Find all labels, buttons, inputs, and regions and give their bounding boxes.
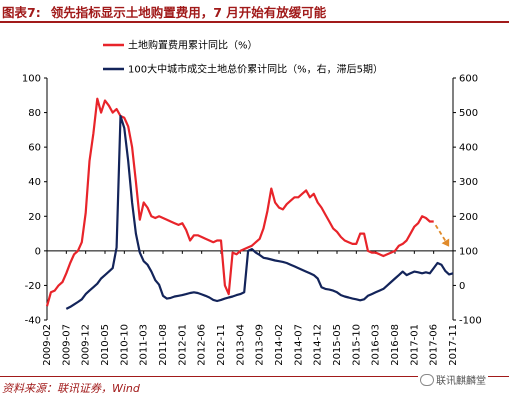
- title-bar: 图表7: 领先指标显示土地购置费用，7 月开始有放缓可能: [0, 0, 509, 22]
- x-tick-label: 2012-01: [177, 324, 188, 366]
- series-line-land-purchase-cost: [45, 97, 434, 307]
- source-note: 资料来源：联讯证券，Wind: [2, 382, 140, 395]
- x-tick-label: 2014-07: [293, 324, 304, 366]
- title-underline: [0, 21, 509, 23]
- x-tick-label: 2009-12: [81, 324, 92, 366]
- left-tick-label: 60: [28, 143, 41, 154]
- trend-arrow-head: [441, 238, 450, 247]
- right-tick-label: 300: [459, 177, 478, 188]
- right-tick-label: 100: [459, 246, 478, 257]
- left-tick-label: 20: [28, 212, 41, 223]
- x-tick-label: 2010-05: [100, 324, 111, 366]
- title-text: 领先指标显示土地购置费用，7 月开始有放缓可能: [50, 5, 327, 20]
- x-tick-label: 2010-10: [119, 324, 130, 366]
- trend-arrow-line: [434, 224, 448, 244]
- x-tick-label: 2009-02: [42, 324, 53, 366]
- right-tick-label: 600: [459, 74, 478, 85]
- x-tick-label: 2009-07: [61, 324, 72, 366]
- x-tick-label: 2012-11: [216, 324, 227, 366]
- right-tick-label: 500: [459, 108, 478, 119]
- x-tick-label: 2016-03: [371, 324, 382, 366]
- x-tick-label: 2011-03: [139, 324, 150, 366]
- figure-number: 图表7:: [2, 5, 41, 20]
- x-tick-label: 2017-06: [429, 324, 440, 366]
- chart-title: 图表7: 领先指标显示土地购置费用，7 月开始有放缓可能: [2, 2, 326, 21]
- series-line-city-land-value: [65, 114, 454, 310]
- x-tick-label: 2015-05: [332, 324, 343, 366]
- x-tick-label: 2012-06: [197, 324, 208, 366]
- right-tick-label: 400: [459, 143, 478, 154]
- x-tick-label: 2017-01: [409, 324, 420, 366]
- legend-label-2: 100大中城市成交土地总价累计同比（%，右，滞后5期）: [128, 63, 383, 76]
- left-tick-label: -20: [25, 281, 41, 292]
- x-tick-label: 2011-08: [158, 324, 169, 366]
- right-tick-label: 0: [459, 281, 465, 292]
- right-tick-label: -100: [459, 316, 482, 327]
- left-tick-label: 100: [22, 74, 41, 85]
- watermark-text: 联讯麒麟堂: [436, 376, 486, 387]
- legend-label-1: 土地购置费用累计同比（%）: [128, 39, 258, 52]
- x-tick-label: 2014-02: [274, 324, 285, 366]
- watermark: 联讯麒麟堂: [418, 372, 488, 387]
- x-tick-label: 2015-10: [351, 324, 362, 366]
- left-tick-label: -40: [25, 316, 41, 327]
- x-tick-label: 2017-11: [448, 324, 459, 366]
- footer-divider: [0, 376, 509, 377]
- left-tick-label: 40: [28, 177, 41, 188]
- x-tick-label: 2013-04: [235, 324, 246, 366]
- x-tick-label: 2016-08: [390, 324, 401, 366]
- left-tick-label: 80: [28, 108, 41, 119]
- x-tick-label: 2014-12: [313, 324, 324, 366]
- right-tick-label: 200: [459, 212, 478, 223]
- x-tick-label: 2013-09: [255, 324, 266, 366]
- wechat-icon: [420, 374, 434, 386]
- left-tick-label: 0: [35, 246, 41, 257]
